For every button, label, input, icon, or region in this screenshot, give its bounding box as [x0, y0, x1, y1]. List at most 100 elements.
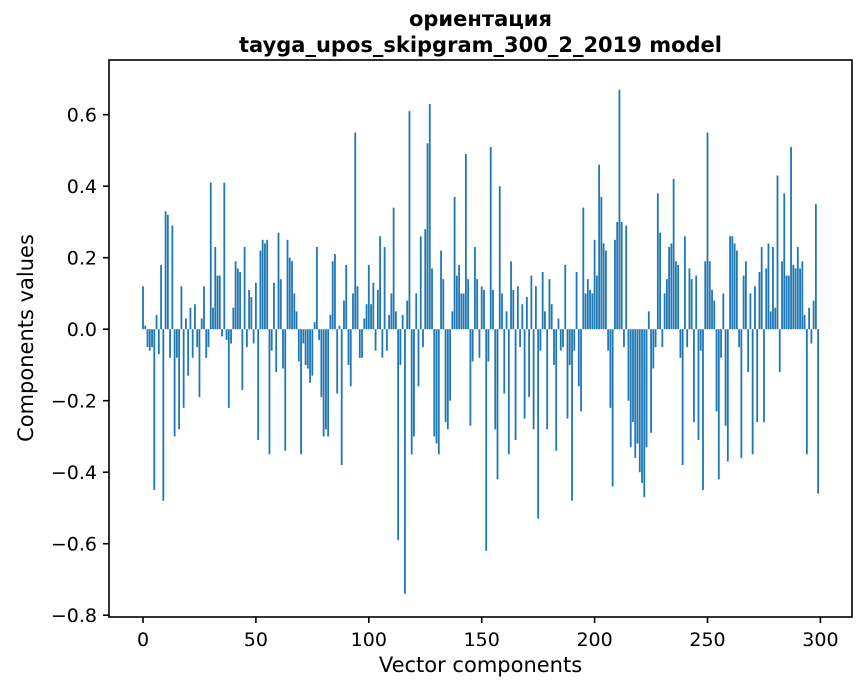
- bar: [717, 329, 720, 480]
- bar: [216, 275, 219, 330]
- bar: [674, 261, 677, 330]
- bar: [568, 329, 571, 365]
- bar: [178, 329, 181, 430]
- bar: [548, 279, 551, 330]
- bar: [494, 329, 497, 430]
- bar: [442, 279, 445, 330]
- bar: [665, 279, 668, 330]
- bar: [155, 314, 158, 330]
- bar: [699, 329, 702, 351]
- bar: [376, 289, 379, 330]
- bar: [487, 329, 490, 362]
- bar: [690, 279, 693, 330]
- bar: [329, 314, 332, 330]
- bar: [765, 268, 768, 330]
- bar: [647, 311, 650, 330]
- bar: [593, 239, 596, 330]
- bar: [503, 329, 506, 394]
- bar: [738, 329, 741, 348]
- bar: [580, 329, 582, 412]
- bar: [485, 329, 488, 551]
- bar: [259, 250, 262, 330]
- bar: [203, 286, 205, 330]
- bar: [623, 329, 625, 348]
- bar: [814, 204, 817, 330]
- bar: [720, 329, 722, 358]
- bar: [620, 221, 623, 330]
- bar: [401, 314, 404, 330]
- bars-series: [142, 89, 820, 594]
- bar: [697, 329, 700, 441]
- bar: [521, 304, 524, 330]
- bar: [214, 246, 217, 330]
- bar: [544, 311, 546, 330]
- bar: [388, 314, 391, 330]
- bar: [557, 318, 560, 330]
- bar: [634, 329, 637, 458]
- bar: [641, 329, 643, 483]
- bar: [492, 289, 494, 330]
- bar: [787, 275, 790, 330]
- bar: [458, 264, 461, 330]
- bar: [381, 329, 384, 358]
- bar: [453, 196, 456, 330]
- bar: [153, 329, 156, 491]
- bar: [196, 329, 199, 348]
- bar: [331, 261, 334, 330]
- bar: [406, 300, 409, 330]
- bar: [751, 329, 754, 455]
- bar: [474, 246, 476, 330]
- bar: [356, 286, 359, 330]
- bar: [469, 329, 472, 426]
- bar: [695, 275, 698, 330]
- bar: [157, 329, 160, 355]
- bar: [792, 264, 795, 330]
- bar: [706, 132, 709, 330]
- bar: [713, 300, 716, 330]
- bar: [595, 275, 598, 330]
- bar: [309, 329, 311, 383]
- bar: [781, 261, 783, 330]
- bar: [225, 329, 228, 340]
- bar: [672, 179, 675, 330]
- chart-title: ориентация tayga_upos_skipgram_300_2_201…: [109, 6, 852, 58]
- x-tick-label: 150: [464, 629, 500, 651]
- bar: [175, 329, 178, 358]
- bar: [245, 329, 248, 348]
- bar: [160, 264, 162, 330]
- bar: [609, 329, 612, 408]
- bar: [810, 329, 813, 344]
- bar: [297, 329, 300, 362]
- bar: [708, 261, 711, 330]
- bar: [171, 225, 174, 330]
- bar: [661, 329, 664, 348]
- bar: [758, 272, 761, 330]
- bar: [724, 329, 727, 426]
- bar: [769, 311, 772, 330]
- bar: [243, 246, 246, 330]
- y-axis-label: Components values: [14, 234, 38, 442]
- bar: [498, 186, 501, 330]
- bar: [776, 175, 779, 330]
- bar: [611, 329, 614, 487]
- bar: [812, 300, 815, 330]
- bar: [553, 329, 555, 365]
- bar: [480, 286, 483, 330]
- bar: [582, 207, 585, 330]
- bar: [415, 293, 418, 330]
- bar: [654, 329, 657, 348]
- bar: [270, 329, 273, 351]
- bar: [144, 325, 147, 330]
- bar: [489, 146, 492, 330]
- y-tick-label: −0.4: [51, 462, 97, 484]
- bar: [404, 329, 406, 594]
- bar: [589, 289, 591, 330]
- bar: [607, 329, 610, 351]
- bar: [496, 329, 499, 480]
- bar: [363, 318, 366, 330]
- bar: [742, 275, 745, 330]
- chart-title-line1: ориентация: [408, 7, 553, 31]
- bar: [614, 239, 616, 330]
